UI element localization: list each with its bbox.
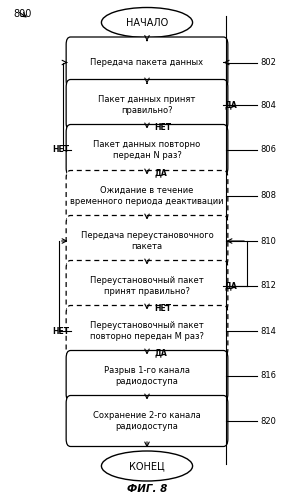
FancyBboxPatch shape xyxy=(66,350,228,402)
Text: НЕТ: НЕТ xyxy=(154,304,171,313)
Text: ФИГ. 8: ФИГ. 8 xyxy=(127,484,167,494)
FancyBboxPatch shape xyxy=(66,37,228,88)
Text: Ожидание в течение
временного периода деактивации: Ожидание в течение временного периода де… xyxy=(70,186,224,206)
Text: 820: 820 xyxy=(260,416,276,426)
FancyBboxPatch shape xyxy=(66,260,228,312)
FancyBboxPatch shape xyxy=(66,80,228,130)
Text: 816: 816 xyxy=(260,372,276,380)
Text: 802: 802 xyxy=(260,58,276,67)
Text: Сохранение 2-го канала
радиодоступа: Сохранение 2-го канала радиодоступа xyxy=(93,411,201,431)
FancyBboxPatch shape xyxy=(66,216,228,266)
Text: 808: 808 xyxy=(260,192,276,200)
Text: Передача переустановочного
пакета: Передача переустановочного пакета xyxy=(81,231,213,251)
Text: НЕТ: НЕТ xyxy=(52,146,69,154)
Text: 806: 806 xyxy=(260,146,276,154)
Text: Разрыв 1-го канала
радиодоступа: Разрыв 1-го канала радиодоступа xyxy=(104,366,190,386)
Text: 800: 800 xyxy=(13,9,31,19)
Text: 812: 812 xyxy=(260,282,276,290)
Text: ДА: ДА xyxy=(154,349,167,358)
Text: Передача пакета данных: Передача пакета данных xyxy=(91,58,203,67)
FancyBboxPatch shape xyxy=(66,396,228,446)
Text: 810: 810 xyxy=(260,236,276,246)
Text: ДА: ДА xyxy=(224,282,237,290)
Text: Переустановочный пакет
повторно передан М раз?: Переустановочный пакет повторно передан … xyxy=(90,321,204,341)
Ellipse shape xyxy=(101,451,193,481)
Text: НЕТ: НЕТ xyxy=(154,122,171,132)
Text: ДА: ДА xyxy=(154,168,167,177)
FancyBboxPatch shape xyxy=(66,170,228,222)
Text: Пакет данных принят
правильно?: Пакет данных принят правильно? xyxy=(98,95,196,115)
Text: НЕТ: НЕТ xyxy=(52,326,69,336)
Text: НАЧАЛО: НАЧАЛО xyxy=(126,18,168,28)
Text: КОНЕЦ: КОНЕЦ xyxy=(129,461,165,471)
Text: Пакет данных повторно
передан N раз?: Пакет данных повторно передан N раз? xyxy=(93,140,201,160)
Text: ДА: ДА xyxy=(225,100,238,110)
Text: 804: 804 xyxy=(260,100,276,110)
FancyBboxPatch shape xyxy=(66,306,228,356)
FancyBboxPatch shape xyxy=(66,124,228,176)
Text: Переустановочный пакет
принят правильно?: Переустановочный пакет принят правильно? xyxy=(90,276,204,296)
Ellipse shape xyxy=(101,8,193,38)
Text: 814: 814 xyxy=(260,326,276,336)
